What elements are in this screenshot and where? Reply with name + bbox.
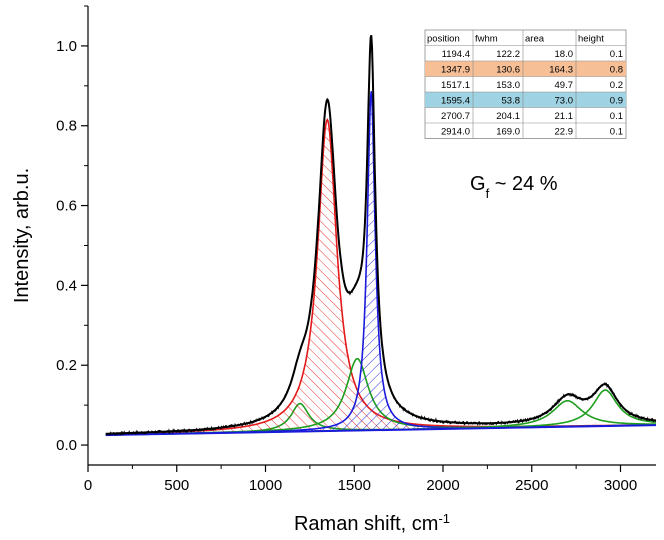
x-tick-label: 500 <box>164 477 189 494</box>
fit-envelope <box>105 34 656 435</box>
table-cell: 53.8 <box>502 96 521 107</box>
table-cell: 169.0 <box>496 127 520 138</box>
table-cell: 49.7 <box>555 80 574 91</box>
table-frame <box>424 29 627 139</box>
peak-area-4 <box>105 91 656 436</box>
table-cell: 1347.9 <box>441 65 470 76</box>
x-tick-label: 2500 <box>515 477 548 494</box>
table-header-cell: area <box>525 34 545 45</box>
y-tick-label: 1.0 <box>56 38 77 55</box>
x-tick-label: 1000 <box>249 477 282 494</box>
table-cell: 1517.1 <box>441 80 470 91</box>
table-header-cell: fwhm <box>475 34 498 45</box>
table-header-cell: height <box>578 34 604 45</box>
y-tick-label: 0.8 <box>56 118 77 135</box>
table-cell: 1194.4 <box>442 49 470 60</box>
x-axis-title: Raman shift, cm-1 <box>294 511 450 536</box>
table-cell: 2914.0 <box>441 127 470 138</box>
y-tick-label: 0.0 <box>56 437 77 454</box>
table-cell: 0.1 <box>610 111 623 122</box>
y-tick-label: 0.6 <box>56 198 77 215</box>
table-cell: 0.1 <box>610 127 623 138</box>
axes: 0 500 1000 1500 2000 2500 3000 0.0 0.2 0.4 0.6 0.8 1… <box>56 5 656 494</box>
x-tick-label: 2000 <box>426 477 459 494</box>
table-cell: 204.1 <box>496 111 520 122</box>
table-cell: 153.0 <box>496 80 520 91</box>
y-axis-title: Intensity, arb.u. <box>11 168 33 303</box>
table-cell: 1595.4 <box>441 96 470 107</box>
table-cell: 73.0 <box>555 96 574 107</box>
plot-area <box>105 34 656 437</box>
table-cell: 130.6 <box>496 65 520 76</box>
table-cell: 22.9 <box>555 127 574 138</box>
y-tick-label: 0.4 <box>56 277 77 294</box>
table-cell: 18.0 <box>555 49 574 60</box>
fit-results-table: position fwhm area height 1194.4 122.2 18.0 0.1… <box>424 29 627 139</box>
x-tick-label: 0 <box>84 477 92 494</box>
table-header-cell: position <box>427 34 460 45</box>
table-cell: 0.8 <box>610 65 623 76</box>
x-tick-label: 1500 <box>338 477 371 494</box>
table-cell: 2700.7 <box>441 111 470 122</box>
graphitic-fraction-annotation: Gf ~ 24 % <box>470 173 558 201</box>
table-cell: 21.1 <box>555 111 574 122</box>
baseline-curve <box>105 424 656 437</box>
table-cell: 122.2 <box>496 49 520 60</box>
x-tick-label: 3000 <box>604 477 637 494</box>
y-tick-label: 0.2 <box>56 357 77 374</box>
table-cell: 0.2 <box>610 80 623 91</box>
table-cell: 0.9 <box>610 96 623 107</box>
table-cell: 164.3 <box>549 65 573 76</box>
table-cell: 0.1 <box>610 49 623 60</box>
